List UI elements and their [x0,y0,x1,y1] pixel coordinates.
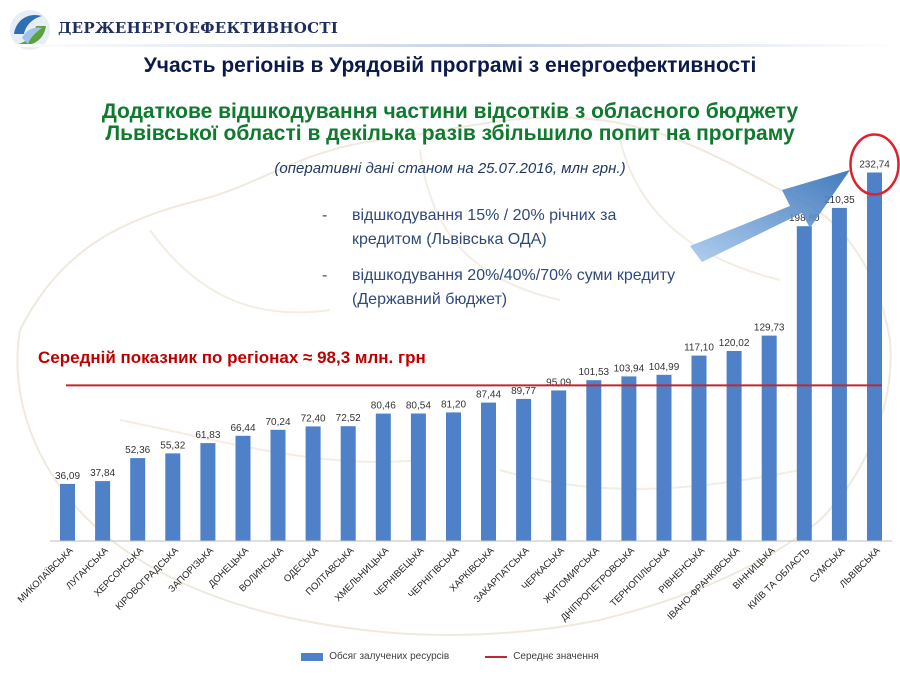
data-label: 104,99 [649,362,680,373]
bar [796,226,812,541]
x-tick-label: КИЇВ ТА ОБЛАСТЬ [746,545,812,611]
subtitle-line-2: Львівської області в декілька разів збіл… [105,122,795,145]
bar [270,429,286,541]
bar [831,207,847,541]
data-label: 37,84 [90,468,115,479]
bar [656,374,672,541]
legend-swatch-line [485,655,508,658]
legend-swatch-bar [301,652,324,661]
bar [586,380,602,541]
bullet-text: відшкодування 20%/40%/70% суми кредиту (… [352,267,676,308]
bar [60,483,75,541]
data-note: (оперативні дані станом на 25.07.2016, м… [274,160,626,177]
chart-legend: Обсяг залучених ресурсів Середнє значенн… [0,651,900,662]
data-label: 87,44 [476,390,501,401]
legend-label-average: Середнє значення [513,651,599,662]
bar [375,413,391,541]
data-label: 72,52 [336,413,361,424]
data-label: 120,02 [719,338,750,349]
globe-swirl-logo [10,10,50,50]
data-label: 95,09 [546,377,571,388]
bar [340,426,356,541]
bar [867,172,882,541]
highlight-circle [849,133,900,196]
data-label: 103,94 [614,363,645,374]
data-label: 72,40 [301,413,326,424]
bar [691,355,707,541]
data-label: 80,46 [371,401,396,412]
data-label: 66,44 [230,423,255,434]
data-label: 55,32 [160,440,185,451]
data-label: 52,36 [125,445,150,456]
x-tick-label: КІРОВОГРАДСЬКА [114,545,182,613]
legend-item-bars: Обсяг залучених ресурсів [301,651,449,662]
bar [410,413,426,541]
bar [516,398,532,541]
data-label: 70,24 [265,417,290,428]
bar [726,351,742,541]
legend-item-average: Середнє значення [485,651,599,662]
bar [621,376,637,541]
data-label: 232,74 [859,160,890,171]
bullet-item: - відшкодування 20%/40%/70% суми кредиту… [322,264,682,312]
trend-arrow-icon [690,170,850,262]
bullet-list: - відшкодування 15% / 20% річних за кред… [322,204,682,324]
subtitle-line-1: Додаткове відшкодування частини відсоткі… [101,100,799,123]
bar [481,402,496,541]
data-label: 89,77 [511,386,536,397]
data-label: 81,20 [441,399,466,410]
data-label: 101,53 [579,367,610,378]
data-label: 129,73 [754,323,785,334]
average-label: Середній показник по регіонах ≈ 98,3 млн… [38,348,426,367]
bar [200,443,216,541]
data-label: 198,80 [789,213,820,224]
bar [130,458,146,541]
data-label: 36,09 [55,471,80,482]
header-divider [0,44,900,47]
data-label: 61,83 [195,430,220,441]
subtitle: Додаткове відшкодування частини відсоткі… [0,101,900,145]
legend-label-bars: Обсяг залучених ресурсів [329,651,450,662]
bar [551,390,567,541]
x-tick-label: МИКОЛАЇВСЬКА [16,545,76,605]
org-name: ДЕРЖЕНЕРГОЕФЕКТИВНОСТІ [58,19,339,37]
bullet-dash: - [322,207,328,224]
bar [446,412,461,541]
bar [235,435,251,541]
data-label: 210,35 [824,195,855,206]
bar [761,335,777,541]
bullet-dash: - [322,267,328,284]
bar [165,453,181,541]
bullet-item: - відшкодування 15% / 20% річних за кред… [322,204,682,252]
data-label: 117,10 [684,343,714,354]
data-label: 80,54 [406,401,431,412]
bar [95,481,111,541]
x-tick-label: ТЕРНОПІЛЬСЬКА [608,545,672,609]
bullet-text: відшкодування 15% / 20% річних за кредит… [352,207,617,248]
page-title: Участь регіонів в Урядовій програмі з ен… [143,54,757,77]
bar [305,426,321,541]
